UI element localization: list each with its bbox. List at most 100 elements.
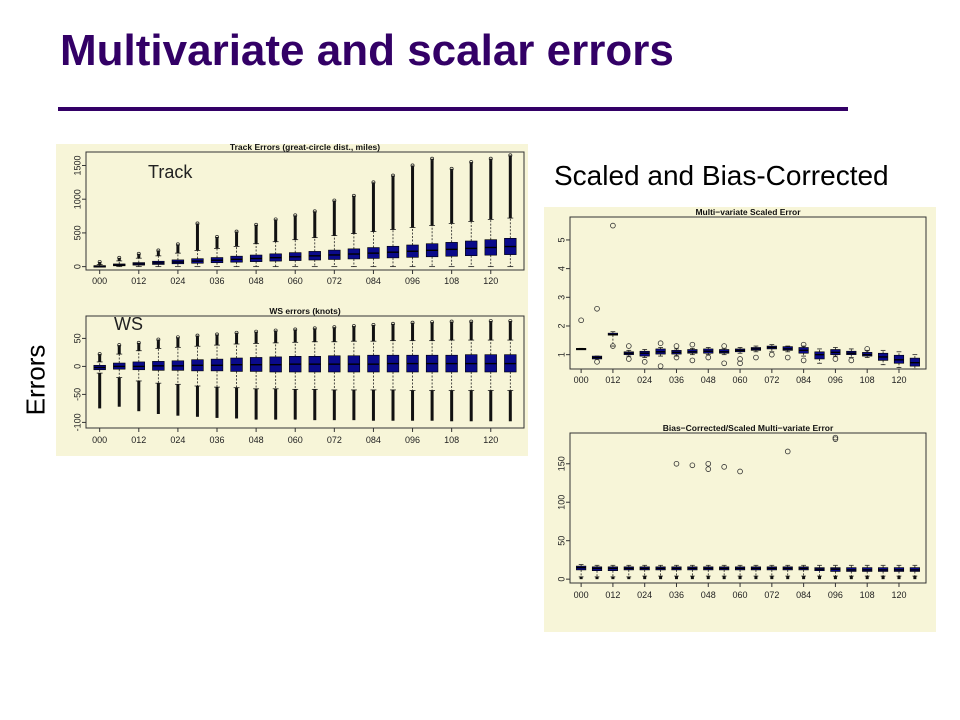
outlier-point	[864, 346, 870, 352]
outlier-point	[293, 327, 298, 332]
outlier-point	[689, 357, 696, 364]
x-tick-label: 120	[891, 375, 906, 385]
x-tick-label: 024	[170, 276, 185, 286]
x-tick-label: 060	[733, 375, 748, 385]
outlier-point	[273, 217, 278, 222]
outlier-point	[594, 359, 600, 365]
title-underline	[58, 107, 848, 111]
x-tick-label: 036	[669, 375, 684, 385]
errors-side-label-text: Errors	[20, 344, 51, 416]
right-chart-panel: Multi−variate Scaled Error 1 2 3 4 5 000 012 024…	[544, 207, 936, 632]
x-tick-label: 012	[605, 590, 620, 600]
outlier-point	[737, 468, 743, 475]
outlier-point	[430, 320, 435, 325]
outlier-point	[312, 326, 317, 331]
outlier-point	[136, 340, 141, 345]
x-tick-label: 072	[764, 375, 779, 385]
outlier-point	[234, 330, 239, 335]
plot-title: WS errors (knots)	[269, 306, 340, 316]
outlier-point	[254, 329, 259, 334]
outlier-point	[784, 354, 791, 361]
outlier-point	[737, 360, 743, 367]
x-tick-label: 108	[444, 435, 459, 445]
outlier-point	[578, 317, 584, 324]
outlier-point	[641, 359, 648, 365]
x-tick-label: 108	[860, 375, 875, 385]
track-errors-chart: Track Errors (great-circle dist., miles)…	[72, 144, 525, 286]
outlier-point	[848, 357, 855, 364]
outlier-point	[117, 255, 122, 260]
x-tick-label: 012	[131, 276, 146, 286]
outlier-point	[673, 460, 680, 467]
outlier-point	[136, 251, 141, 256]
y-tick-label: 1500	[72, 155, 82, 175]
outlier-point	[430, 156, 435, 161]
outlier-point	[626, 343, 632, 349]
x-tick-label: 108	[860, 590, 875, 600]
y-tick-label: 100	[556, 495, 566, 510]
outlier-point	[312, 209, 317, 214]
plot-frame	[85, 315, 525, 429]
outlier-point	[351, 324, 356, 329]
outlier-point	[156, 248, 161, 253]
outlier-point	[800, 357, 807, 364]
outlier-point	[195, 333, 200, 338]
x-tick-label: 060	[288, 435, 303, 445]
y-tick-label: 1	[556, 352, 566, 357]
outlier-point	[832, 356, 839, 362]
x-tick-label: 096	[405, 276, 420, 286]
outlier-point	[469, 160, 474, 165]
outlier-point	[410, 163, 415, 168]
outlier-point	[784, 448, 791, 455]
plot-title: Track Errors (great-circle dist., miles)	[230, 144, 380, 152]
plot-frame	[569, 216, 927, 370]
overlay-label: WS	[114, 314, 143, 334]
outlier-point	[721, 360, 727, 367]
y-tick-label: 0	[72, 264, 82, 269]
outlier-point	[673, 354, 680, 361]
y-tick-label: 500	[72, 225, 82, 240]
outlier-point	[689, 462, 696, 469]
x-tick-label: 108	[444, 276, 459, 286]
slide-title: Multivariate and scalar errors	[60, 26, 674, 75]
plot-title: Bias−Corrected/Scaled Multi−variate Erro…	[663, 423, 834, 433]
outlier-point	[371, 180, 376, 185]
outlier-point	[594, 305, 600, 312]
outlier-point	[391, 173, 395, 178]
outlier-point	[215, 235, 219, 239]
y-tick-label: 3	[556, 295, 566, 300]
x-tick-label: 012	[131, 435, 146, 445]
outlier-point	[705, 354, 712, 361]
outlier-point	[832, 436, 839, 442]
right-panel-caption: Scaled and Bias-Corrected	[554, 160, 889, 191]
outlier-point	[293, 213, 298, 218]
plot-title: Multi−variate Scaled Error	[695, 207, 801, 217]
outlier-point	[488, 156, 493, 161]
outlier-point	[753, 354, 759, 361]
x-tick-label: 000	[92, 435, 107, 445]
y-tick-label: -100	[72, 413, 82, 431]
left-chart-panel: Track Errors (great-circle dist., miles)…	[56, 144, 528, 456]
outlier-point	[721, 343, 727, 349]
x-tick-label: 096	[828, 375, 843, 385]
outlier-point	[610, 343, 616, 349]
outlier-point	[800, 341, 807, 348]
outlier-point	[673, 343, 680, 349]
y-tick-label: 0	[556, 577, 566, 582]
y-tick-label: 150	[556, 456, 566, 471]
plot-frame	[569, 432, 927, 584]
outlier-point	[117, 343, 122, 348]
outlier-point	[97, 259, 102, 264]
outlier-point	[469, 319, 474, 324]
outlier-point	[175, 242, 180, 247]
x-tick-label: 000	[92, 276, 107, 286]
x-tick-label: 084	[366, 276, 381, 286]
outlier-point	[508, 319, 513, 323]
x-tick-label: 036	[669, 590, 684, 600]
outlier-point	[705, 466, 712, 472]
outlier-point	[657, 340, 664, 346]
x-tick-label: 096	[405, 435, 420, 445]
errors-side-label: Errors	[16, 325, 56, 435]
ws-errors-chart: WS errors (knots) -100 -50 0 50 000 012 024 036 0…	[72, 306, 525, 445]
outlier-point	[508, 153, 513, 158]
